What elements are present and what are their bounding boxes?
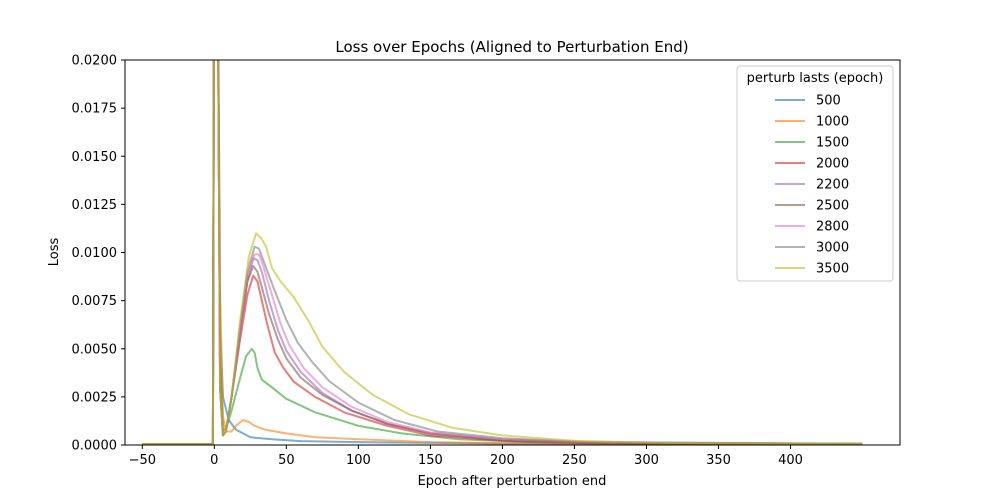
chart-title: Loss over Epochs (Aligned to Perturbatio…: [335, 38, 688, 56]
x-axis-label: Epoch after perturbation end: [418, 474, 607, 489]
y-tick-label: 0.0000: [72, 439, 118, 454]
y-tick-label: 0.0175: [72, 102, 118, 117]
legend-label-500: 500: [816, 94, 841, 109]
x-tick-label: −50: [129, 453, 156, 468]
legend-box: [736, 65, 894, 282]
y-tick-label: 0.0025: [72, 390, 118, 405]
legend-label-2500: 2500: [816, 199, 849, 214]
x-tick-label: 400: [778, 453, 803, 468]
y-axis: 0.0000 0.0025 0.0050 0.0075 0.0100 0.0125 0.01…: [72, 54, 125, 454]
x-tick-label: 150: [418, 453, 443, 468]
x-tick-label: 300: [634, 453, 659, 468]
x-tick-label: 200: [490, 453, 515, 468]
y-tick-label: 0.0150: [72, 150, 118, 165]
x-tick-label: 350: [706, 453, 731, 468]
series-line-3500: [142, 60, 863, 445]
legend-label-2200: 2200: [816, 178, 849, 193]
series-lines: [142, 60, 863, 445]
y-tick-label: 0.0075: [72, 294, 118, 309]
y-tick-label: 0.0200: [72, 54, 118, 69]
y-tick-label: 0.0100: [72, 246, 118, 261]
x-tick-label: 0: [210, 453, 218, 468]
legend-label-3500: 3500: [816, 262, 849, 277]
y-tick-label: 0.0125: [72, 198, 118, 213]
legend-label-1000: 1000: [816, 115, 849, 130]
y-tick-label: 0.0050: [72, 342, 118, 357]
series-line-1000: [142, 60, 863, 445]
legend-label-2800: 2800: [816, 220, 849, 235]
legend-label-1500: 1500: [816, 136, 849, 151]
y-axis-label: Loss: [47, 238, 62, 267]
x-tick-label: 50: [278, 453, 295, 468]
legend-label-3000: 3000: [816, 241, 849, 256]
x-axis: −50 0 50 100 150 200 250 300 350 400: [129, 445, 803, 468]
legend: perturb lasts (epoch) 500 1000 1500 2000 220…: [736, 65, 894, 282]
legend-title: perturb lasts (epoch): [747, 71, 884, 86]
x-tick-label: 100: [346, 453, 371, 468]
x-tick-label: 250: [562, 453, 587, 468]
legend-label-2000: 2000: [816, 157, 849, 172]
